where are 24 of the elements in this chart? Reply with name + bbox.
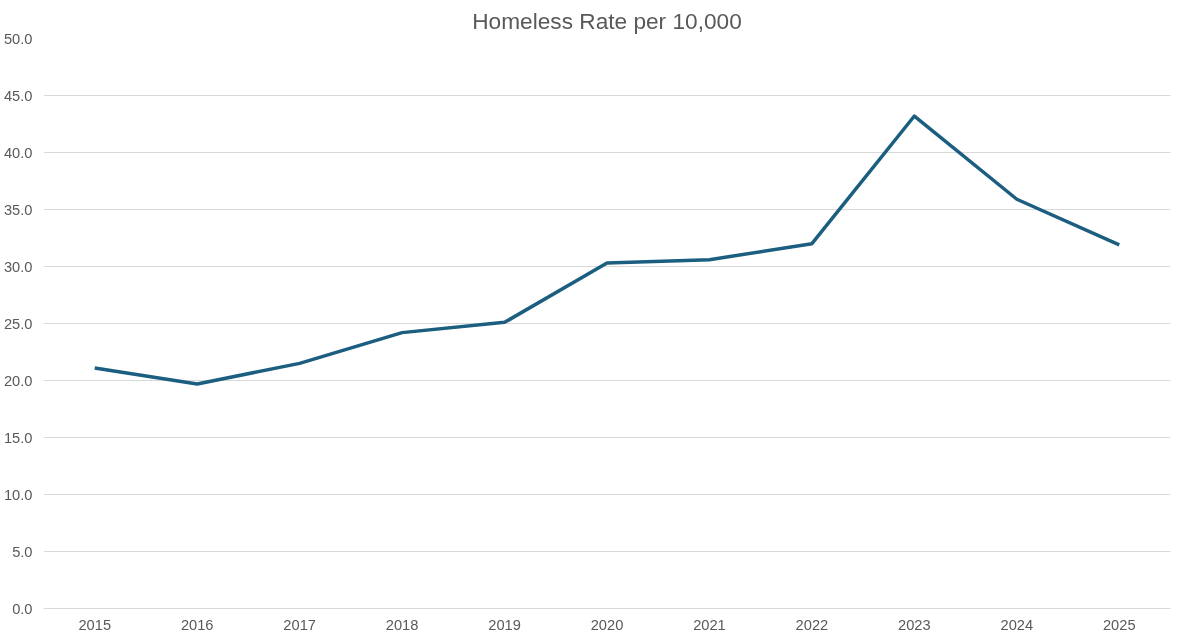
x-tick-label: 2022	[795, 616, 829, 633]
x-tick-label: 2015	[78, 616, 112, 633]
x-tick-label: 2019	[488, 616, 521, 633]
y-tick-label: 45.0	[3, 87, 33, 104]
y-tick-label: 40.0	[3, 144, 33, 161]
x-tick-label: 2024	[1000, 616, 1034, 633]
y-tick-label: 10.0	[3, 486, 33, 503]
x-tick-label: 2025	[1102, 616, 1136, 633]
y-tick-label: 15.0	[3, 429, 33, 446]
y-tick-label: 50.0	[3, 30, 33, 47]
x-tick-label: 2018	[385, 616, 419, 633]
x-tick-label: 2016	[180, 616, 214, 633]
x-tick-label: 2023	[898, 616, 931, 633]
y-tick-label: 5.0	[12, 543, 33, 560]
y-tick-label: 30.0	[3, 258, 33, 275]
x-tick-label: 2021	[693, 616, 726, 633]
x-tick-label: 2020	[590, 616, 624, 633]
chart-title: Homeless Rate per 10,000	[472, 7, 742, 34]
line-series	[92, 114, 1122, 386]
y-tick-label: 20.0	[3, 372, 33, 389]
y-tick-label: 25.0	[3, 315, 33, 332]
x-tick-label: 2017	[283, 616, 316, 633]
y-tick-label: 35.0	[3, 201, 33, 218]
y-tick-label: 0.0	[12, 600, 33, 617]
